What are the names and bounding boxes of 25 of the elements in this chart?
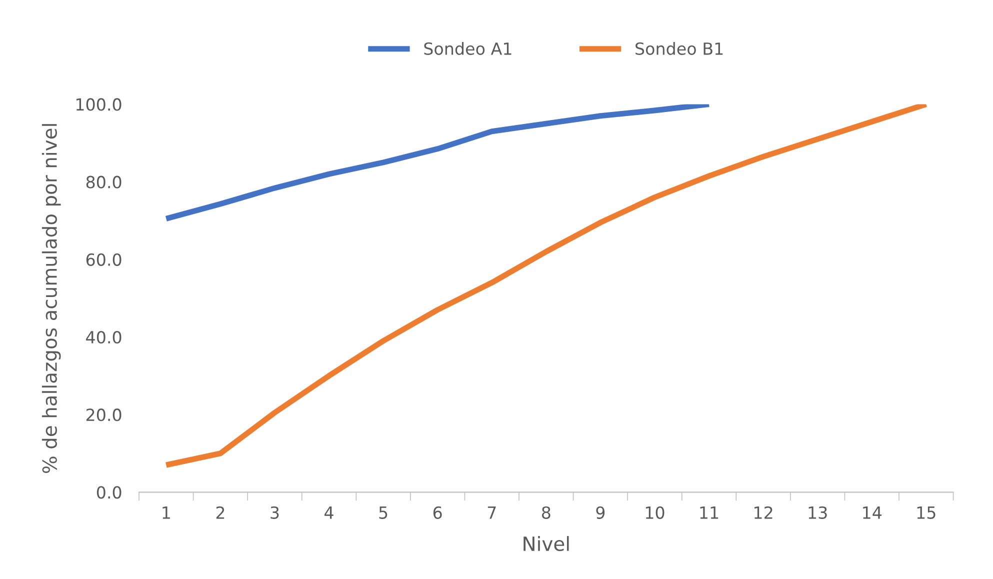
x-tick-label: 1	[162, 506, 170, 519]
x-tick-label: 2	[216, 506, 224, 519]
y-tick-label: 40.0	[86, 330, 122, 344]
x-tick-label: 4	[324, 506, 334, 519]
x-axis-title: Nivel	[524, 536, 569, 552]
x-tick-label: 7	[488, 506, 496, 519]
x-tick-label: 11	[700, 506, 718, 519]
x-tick-label: 5	[379, 506, 388, 519]
y-tick-label: 60.0	[86, 253, 122, 266]
x-tick-label: 10	[646, 506, 664, 519]
y-tick-label: 0.0	[96, 486, 122, 499]
x-tick-label: 3	[270, 506, 279, 519]
x-tick-label: 8	[542, 506, 550, 519]
x-tick-label: 14	[863, 506, 882, 519]
y-tick-label: 20.0	[86, 408, 122, 422]
legend-label: Sondeo A1	[424, 42, 512, 55]
x-tick-label: 15	[917, 506, 936, 519]
y-axis-title: % de hallazgos acumulado por nivel	[42, 124, 61, 474]
x-tick-label: 9	[596, 506, 605, 519]
legend-label: Sondeo B1	[636, 42, 723, 55]
x-tick-label: 13	[808, 506, 827, 519]
x-tick-label: 6	[433, 506, 442, 519]
x-tick-label: 12	[754, 506, 772, 519]
y-tick-label: 80.0	[86, 176, 122, 188]
y-tick-label: 100.0	[76, 98, 122, 111]
